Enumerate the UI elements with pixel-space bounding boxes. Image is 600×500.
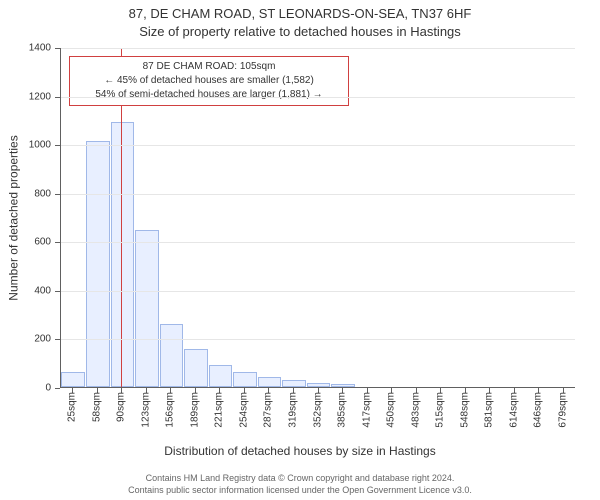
annotation-line: 54% of semi-detached houses are larger (… — [76, 88, 342, 102]
y-tick-mark — [55, 291, 60, 292]
x-tick-label: 58sqm — [91, 392, 102, 422]
y-tick-mark — [55, 48, 60, 49]
x-tick-label: 450sqm — [386, 392, 397, 428]
chart-title: 87, DE CHAM ROAD, ST LEONARDS-ON-SEA, TN… — [0, 6, 600, 21]
x-tick-label: 90sqm — [116, 392, 127, 422]
annotation-box: 87 DE CHAM ROAD: 105sqm← 45% of detached… — [69, 56, 349, 106]
chart-container: 87, DE CHAM ROAD, ST LEONARDS-ON-SEA, TN… — [0, 0, 600, 500]
footer-line-1: Contains HM Land Registry data © Crown c… — [0, 472, 600, 484]
y-tick-label: 1200 — [29, 91, 51, 102]
x-axis-title: Distribution of detached houses by size … — [0, 444, 600, 458]
y-tick-label: 1000 — [29, 140, 51, 151]
x-tick-label: 123sqm — [140, 392, 151, 428]
x-tick-label: 287sqm — [263, 392, 274, 428]
y-tick-mark — [55, 339, 60, 340]
bar — [160, 324, 184, 387]
y-tick-label: 600 — [34, 237, 51, 248]
y-tick-label: 400 — [34, 285, 51, 296]
y-tick-mark — [55, 145, 60, 146]
y-tick-mark — [55, 242, 60, 243]
bar — [307, 383, 331, 387]
x-tick-label: 254sqm — [238, 392, 249, 428]
chart-subtitle: Size of property relative to detached ho… — [0, 24, 600, 39]
x-tick-label: 515sqm — [435, 392, 446, 428]
x-tick-label: 581sqm — [484, 392, 495, 428]
x-tick-label: 156sqm — [165, 392, 176, 428]
y-tick-mark — [55, 388, 60, 389]
y-tick-label: 800 — [34, 188, 51, 199]
gridline — [61, 97, 575, 98]
bar — [233, 372, 257, 387]
annotation-line: 87 DE CHAM ROAD: 105sqm — [76, 60, 342, 74]
x-tick-label: 352sqm — [312, 392, 323, 428]
bar — [86, 141, 110, 388]
bar — [111, 122, 135, 387]
x-tick-label: 221sqm — [214, 392, 225, 428]
y-axis-labels: 0200400600800100012001400 — [0, 48, 55, 388]
x-tick-label: 417sqm — [361, 392, 372, 428]
gridline — [61, 291, 575, 292]
bar — [184, 349, 208, 387]
bar — [331, 384, 355, 387]
x-tick-label: 483sqm — [410, 392, 421, 428]
gridline — [61, 48, 575, 49]
x-tick-label: 646sqm — [533, 392, 544, 428]
gridline — [61, 145, 575, 146]
gridline — [61, 339, 575, 340]
x-tick-label: 25sqm — [67, 392, 78, 422]
bar — [282, 380, 306, 387]
y-tick-label: 1400 — [29, 43, 51, 54]
annotation-line: ← 45% of detached houses are smaller (1,… — [76, 74, 342, 88]
y-tick-mark — [55, 97, 60, 98]
y-tick-label: 0 — [45, 383, 51, 394]
x-tick-label: 319sqm — [287, 392, 298, 428]
x-tick-label: 189sqm — [189, 392, 200, 428]
chart-footer: Contains HM Land Registry data © Crown c… — [0, 472, 600, 496]
gridline — [61, 242, 575, 243]
x-tick-label: 614sqm — [508, 392, 519, 428]
footer-line-2: Contains public sector information licen… — [0, 484, 600, 496]
x-tick-label: 679sqm — [557, 392, 568, 428]
plot-area: 87 DE CHAM ROAD: 105sqm← 45% of detached… — [60, 48, 575, 388]
gridline — [61, 194, 575, 195]
y-tick-label: 200 — [34, 334, 51, 345]
x-axis-labels: 25sqm 58sqm 90sqm 123sqm 156sqm 189sqm 221sqm 2… — [60, 388, 575, 448]
bar — [258, 377, 282, 387]
bar — [209, 365, 233, 387]
y-tick-mark — [55, 194, 60, 195]
bar — [61, 372, 85, 387]
x-tick-label: 548sqm — [459, 392, 470, 428]
bar — [135, 230, 159, 387]
x-tick-label: 385sqm — [337, 392, 348, 428]
